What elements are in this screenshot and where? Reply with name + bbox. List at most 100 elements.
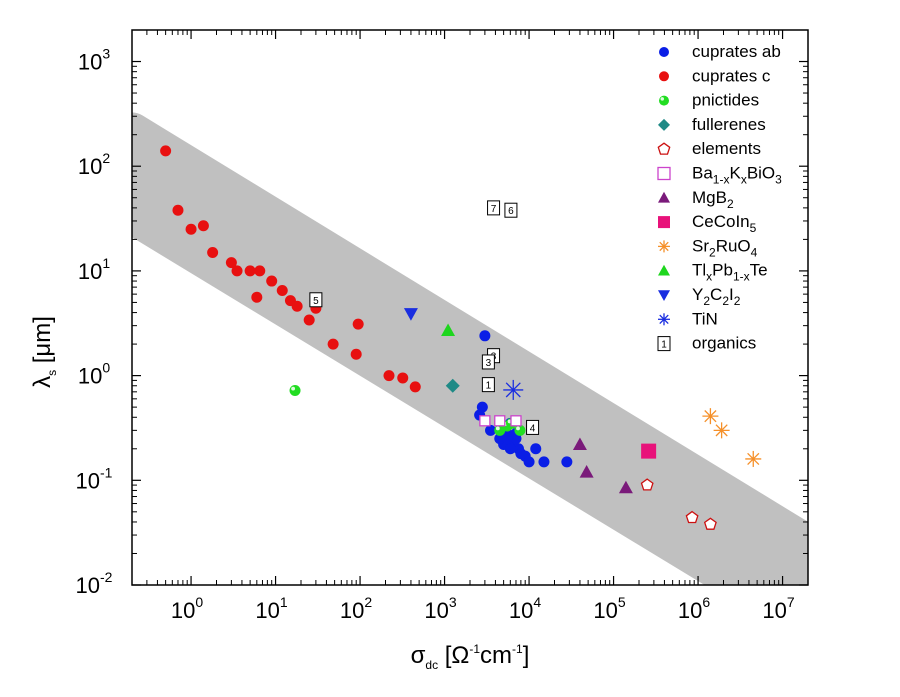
data-point <box>538 456 550 468</box>
legend-entry: Ba1-xKxBiO3 <box>657 164 782 187</box>
data-point <box>185 223 197 235</box>
legend-entry: 1 organics <box>657 334 756 353</box>
axis-ticks: 100 101 102 103 104 105 106 107 10-2 10-1 100 101 10… <box>76 29 809 623</box>
series-pnictides <box>289 385 526 436</box>
series-y2c2i2 <box>403 308 418 321</box>
data-point <box>266 275 278 287</box>
legend-marker <box>658 118 670 131</box>
gray-band-layer <box>132 112 808 585</box>
data-point <box>579 465 594 478</box>
x-tick-label: 107 <box>762 594 794 623</box>
data-point: 1 <box>481 377 495 393</box>
legend: cuprates ab cuprates c pnictides fullerenes… <box>657 42 782 353</box>
legend-label: Y2C2I2 <box>692 285 741 308</box>
series-elements <box>640 478 717 530</box>
svg-text:7: 7 <box>491 204 497 215</box>
x-axis-unit-sup1: -1 <box>469 642 480 656</box>
x-tick-label: 104 <box>509 594 541 623</box>
data-point: 7 <box>487 200 501 216</box>
data-point <box>403 308 418 321</box>
legend-label: fullerenes <box>692 115 766 134</box>
svg-text:6: 6 <box>508 206 514 217</box>
legend-label: pnictides <box>692 91 759 110</box>
legend-marker <box>658 240 670 253</box>
legend-label: elements <box>692 139 761 158</box>
data-point <box>510 415 522 427</box>
legend-marker <box>657 166 671 181</box>
y-axis-symbol: λ <box>29 376 56 388</box>
data-point: 4 <box>526 419 540 435</box>
data-point: 6 <box>504 202 518 218</box>
data-point <box>745 450 762 467</box>
x-tick-label: 106 <box>678 594 710 623</box>
data-point <box>327 338 339 350</box>
data-point <box>441 323 456 337</box>
data-point <box>160 145 172 157</box>
legend-marker <box>659 71 669 82</box>
legend-label: Ba1-xKxBiO3 <box>692 164 782 187</box>
legend-entry: elements <box>657 139 761 158</box>
data-point <box>494 415 506 427</box>
x-tick-label: 102 <box>340 594 372 623</box>
legend-marker <box>659 47 669 57</box>
data-point <box>254 265 266 277</box>
legend-entry: pnictides <box>659 91 759 110</box>
data-point <box>702 408 719 425</box>
legend-marker <box>658 216 670 229</box>
legend-entry: Sr2RuO4 <box>658 236 758 259</box>
y-tick-label: 102 <box>78 150 110 179</box>
x-axis-sub: dc <box>425 658 438 672</box>
x-axis-unit-mid: cm <box>480 642 512 669</box>
data-point <box>640 478 654 491</box>
data-point <box>291 300 303 312</box>
y-axis-unit: [μm] <box>29 316 56 370</box>
data-point <box>514 424 526 436</box>
legend-marker <box>659 95 669 106</box>
legend-label: cuprates ab <box>692 42 781 61</box>
legend-label: Sr2RuO4 <box>692 236 758 259</box>
series-tin <box>503 379 524 400</box>
x-axis-unit-close: ] <box>523 642 530 669</box>
data-point <box>685 510 699 524</box>
data-point <box>618 480 633 494</box>
series-fullerenes <box>445 378 460 393</box>
data-point <box>641 443 657 459</box>
data-point <box>485 424 497 436</box>
legend-entry: CeCoIn5 <box>658 212 757 235</box>
data-point <box>479 330 491 342</box>
legend-label: CeCoIn5 <box>692 212 757 235</box>
data-point <box>303 314 315 326</box>
data-point <box>172 204 184 216</box>
data-point <box>409 381 421 393</box>
data-point <box>197 220 209 232</box>
data-point <box>572 437 587 451</box>
legend-entry: Y2C2I2 <box>658 285 741 308</box>
svg-text:5: 5 <box>313 296 319 307</box>
data-point <box>703 517 717 530</box>
y-tick-label: 103 <box>78 46 110 75</box>
x-axis-symbol: σ <box>411 642 426 669</box>
data-point <box>352 318 364 330</box>
legend-entry: MgB2 <box>658 188 734 211</box>
data-point <box>523 456 535 468</box>
legend-entry: TiN <box>658 309 718 328</box>
legend-label: MgB2 <box>692 188 734 211</box>
y-tick-label: 101 <box>78 255 110 284</box>
svg-text:4: 4 <box>530 423 536 434</box>
data-point <box>561 456 573 468</box>
series-tlxpb1-xte <box>441 323 456 337</box>
svg-text:1: 1 <box>661 340 667 351</box>
data-point <box>479 415 491 427</box>
gray-band <box>132 112 808 585</box>
y-axis-title: λs [μm] <box>29 316 59 388</box>
data-point <box>289 385 301 397</box>
data-point <box>530 443 542 455</box>
legend-marker <box>658 313 670 326</box>
data-point <box>445 378 460 393</box>
x-tick-label: 101 <box>255 594 287 623</box>
data-point <box>225 257 237 269</box>
series-ba1-xkxbio3 <box>479 415 522 427</box>
legend-label: cuprates c <box>692 66 771 85</box>
x-tick-label: 103 <box>424 594 456 623</box>
x-axis-unit-open: [Ω <box>438 642 469 669</box>
